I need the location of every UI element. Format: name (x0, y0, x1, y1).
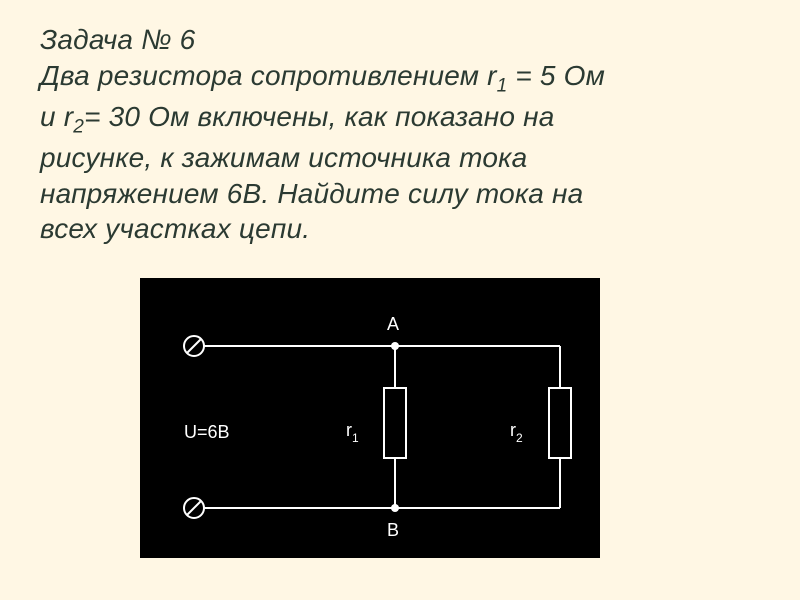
problem-line-4: напряжением 6В. Найдите силу тока на (40, 178, 583, 209)
resistor-r1 (384, 388, 406, 458)
label-voltage: U=6B (184, 422, 230, 442)
problem-text: Задача № 6 Два резистора сопротивлением … (40, 22, 760, 247)
slide: Задача № 6 Два резистора сопротивлением … (0, 0, 800, 600)
resistor-r2 (549, 388, 571, 458)
problem-sub-1: 1 (497, 75, 508, 96)
circuit-svg: A B U=6B r1 r2 (140, 278, 600, 558)
label-r1: r1 (346, 420, 359, 445)
problem-line-1b: = 5 Ом (507, 60, 605, 91)
label-node-a: A (387, 314, 399, 334)
problem-line-3: рисунке, к зажимам источника тока (40, 142, 527, 173)
problem-title: Задача № 6 (40, 24, 195, 55)
problem-line-5: всех участках цепи. (40, 213, 310, 244)
label-r2: r2 (510, 420, 523, 445)
problem-sub-2: 2 (73, 116, 84, 137)
problem-line-2a: и r (40, 101, 73, 132)
label-node-b: B (387, 520, 399, 540)
terminal-top (184, 336, 204, 356)
circuit-diagram: A B U=6B r1 r2 (140, 278, 600, 558)
problem-line-2b: = 30 Ом включены, как показано на (84, 101, 554, 132)
problem-line-1a: Два резистора сопротивлением r (40, 60, 497, 91)
terminal-bottom (184, 498, 204, 518)
